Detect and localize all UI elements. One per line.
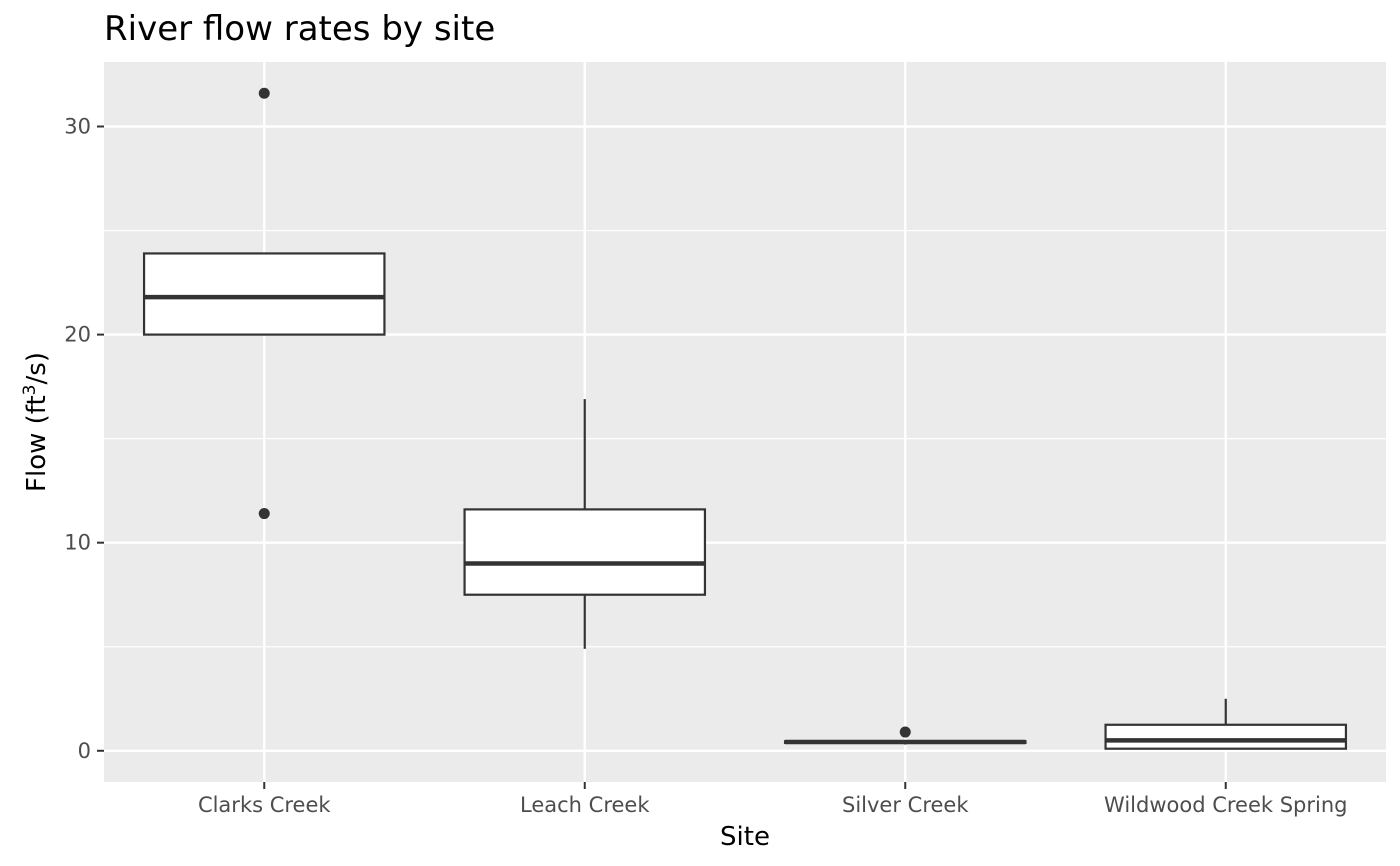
chart-title: River flow rates by site bbox=[104, 9, 495, 49]
y-axis-title-unit: /s) bbox=[22, 352, 52, 384]
x-tick-label: Leach Creek bbox=[520, 793, 650, 817]
box-iqr bbox=[1104, 723, 1348, 750]
y-axis-title-main: Flow (ft bbox=[22, 395, 52, 492]
box-group bbox=[142, 87, 386, 520]
box-series bbox=[142, 87, 1348, 750]
x-tick-label: Wildwood Creek Spring bbox=[1104, 793, 1347, 817]
x-axis-title: Site bbox=[720, 822, 770, 852]
box-group bbox=[783, 726, 1027, 745]
y-tick-label: 10 bbox=[64, 531, 91, 555]
outlier-point bbox=[258, 508, 270, 520]
x-axis: Clarks Creek Leach Creek Silver Creek Wildw… bbox=[198, 782, 1347, 817]
outlier-point bbox=[899, 726, 911, 738]
box-iqr bbox=[142, 252, 386, 336]
y-tick-label: 20 bbox=[64, 323, 91, 347]
plot-panel bbox=[104, 62, 1386, 782]
box-group bbox=[463, 399, 707, 649]
y-axis-title-superscript: 3 bbox=[20, 384, 40, 395]
y-axis: 0 10 20 30 bbox=[64, 115, 104, 763]
y-tick-label: 30 bbox=[64, 115, 91, 139]
box-group bbox=[1104, 698, 1348, 750]
y-tick-label: 0 bbox=[78, 739, 91, 763]
y-axis-title: Flow (ft3/s) bbox=[20, 352, 52, 492]
outlier-point bbox=[258, 87, 270, 99]
box-iqr bbox=[463, 508, 707, 596]
x-tick-label: Clarks Creek bbox=[198, 793, 331, 817]
x-tick-label: Silver Creek bbox=[842, 793, 969, 817]
